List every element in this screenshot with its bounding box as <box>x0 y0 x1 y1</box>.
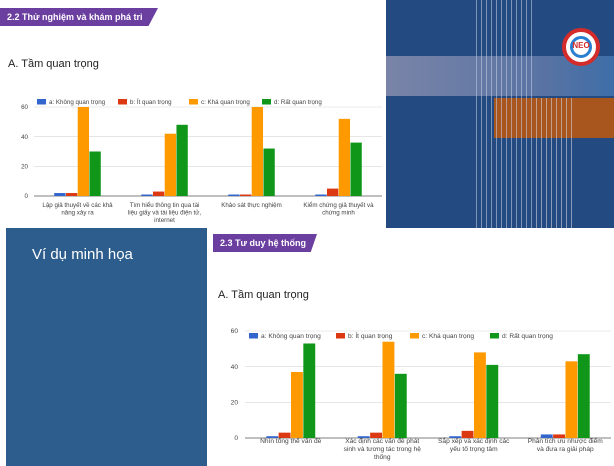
legend-label: c: Khá quan trọng <box>201 99 250 106</box>
category-label-line: Phân tích ưu nhược điểm <box>528 437 604 445</box>
legend-label: d: Rất quan trọng <box>274 99 322 106</box>
category-label-line: yếu tố trọng tâm <box>450 444 498 453</box>
category-label: Sắp xếp và xác định các yếu tố trọng tâm <box>438 436 510 453</box>
chart-heading: A. Tầm quan trọng <box>218 289 309 301</box>
bar <box>141 194 153 196</box>
bar <box>565 361 578 438</box>
bar <box>449 436 462 438</box>
bar <box>290 372 303 438</box>
bar <box>278 432 291 438</box>
bar <box>77 107 90 196</box>
section-banner: 2.2 Thử nghiệm và khám phá tri thức <box>0 8 158 26</box>
bar <box>228 194 240 196</box>
bar <box>357 436 370 438</box>
decorative-lines-lower <box>536 98 576 228</box>
logo-text: NEO <box>572 41 590 50</box>
category-label-line: internet <box>154 217 175 224</box>
bar <box>350 142 362 196</box>
legend-label: c: Khá quan trọng <box>422 333 474 340</box>
category-label: Phân tích ưu nhược điểm và đưa ra giải ph… <box>528 437 604 453</box>
category-label-line: thống <box>374 452 391 461</box>
category-label-line: sinh và tương tác trong hệ <box>344 446 422 453</box>
bar <box>263 148 275 196</box>
y-tick-label: 20 <box>231 400 239 407</box>
bar <box>473 352 486 438</box>
bar <box>577 354 590 438</box>
legend-swatch <box>249 333 258 339</box>
bar <box>394 373 407 438</box>
left-edge-strip <box>0 228 6 466</box>
y-tick-label: 60 <box>231 328 239 335</box>
category-label: Khảo sát thực nghiệm <box>221 202 282 209</box>
category-label-line: Lập giả thuyết về các khả <box>42 202 113 209</box>
neo-logo: NEO <box>562 28 600 66</box>
legend-swatch <box>490 333 499 339</box>
bar <box>303 343 316 438</box>
category-label-line: năng xảy ra <box>61 210 94 217</box>
legend-swatch <box>410 333 419 339</box>
category-label-line: liệu giấy và tài liệu điện tử, <box>128 210 202 217</box>
y-tick-label: 40 <box>21 134 28 141</box>
panel-systems-thinking: 2.3 Tư duy hệ thống A. Tầm quan trọng 0 2… <box>207 228 614 466</box>
bar <box>176 124 188 196</box>
decorative-background: NEO <box>386 0 614 228</box>
y-tick-label: 0 <box>234 435 238 442</box>
decorative-lines <box>476 0 536 228</box>
category-label-line: và đưa ra giải pháp <box>537 446 594 453</box>
chart-heading: A. Tầm quan trọng <box>8 58 99 70</box>
legend-label: d: Rất quan trọng <box>502 331 553 340</box>
y-tick-label: 0 <box>25 193 29 200</box>
bar <box>89 151 101 196</box>
importance-chart-systems: 0 20 40 60 a: Không quan trọng b: Ít quan trọ… <box>231 328 611 461</box>
category-label: Lập giả thuyết về các khả năng xảy ra <box>42 202 113 217</box>
legend-swatch <box>37 99 46 105</box>
y-tick-label: 40 <box>231 364 239 371</box>
category-label-line: Xác định các vấn đề phát <box>345 436 419 445</box>
bar <box>461 430 474 438</box>
bar <box>266 436 279 438</box>
bar <box>54 193 66 196</box>
bar <box>540 434 553 438</box>
legend-label: a: Không quan trọng <box>261 333 321 340</box>
bar <box>382 341 395 438</box>
legend-label: a: Không quan trọng <box>49 99 106 106</box>
importance-chart-experiment: 0 20 40 60 a: Không quan trọng b: Ít quan trọ… <box>21 99 382 224</box>
category-label-line: Kiểm chứng giả thuyết và <box>303 202 374 209</box>
bar <box>65 193 78 196</box>
bar <box>239 194 252 196</box>
section-banner: 2.3 Tư duy hệ thống <box>213 234 317 252</box>
bar <box>164 133 177 196</box>
category-label-line: Tìm hiểu thông tin qua tài <box>130 202 200 209</box>
legend-label: b: Ít quan trọng <box>348 331 393 340</box>
legend-swatch <box>189 99 198 105</box>
bar <box>152 191 165 196</box>
category-label: Tìm hiểu thông tin qua tài liệu giấy và t… <box>128 202 202 224</box>
bar <box>315 194 327 196</box>
bar <box>370 432 383 438</box>
bar <box>553 434 566 438</box>
legend-swatch <box>118 99 127 105</box>
y-tick-label: 20 <box>21 164 28 171</box>
bar <box>326 188 339 196</box>
category-label: Xác định các vấn đề phát sinh và tương tá… <box>344 436 422 461</box>
logo-ring-icon <box>570 36 592 58</box>
category-label-line: chứng minh <box>322 210 355 217</box>
category-label-line: Khảo sát thực nghiệm <box>221 202 282 209</box>
y-tick-label: 60 <box>21 104 28 111</box>
category-label-line: Nhìn tổng thể vấn đề <box>260 436 322 445</box>
panel-experiment: 2.2 Thử nghiệm và khám phá tri thức A. T… <box>0 0 386 228</box>
category-label-line: Sắp xếp và xác định các <box>438 436 510 445</box>
category-label: Nhìn tổng thể vấn đề <box>260 436 322 445</box>
category-label: Kiểm chứng giả thuyết và chứng minh <box>303 202 374 217</box>
example-label: Ví dụ minh họa <box>32 246 133 263</box>
bar <box>338 118 351 196</box>
legend-label: b: Ít quan trọng <box>130 99 172 106</box>
legend-swatch <box>336 333 345 339</box>
bar <box>486 364 499 438</box>
legend-swatch <box>262 99 271 105</box>
bar <box>251 107 264 196</box>
